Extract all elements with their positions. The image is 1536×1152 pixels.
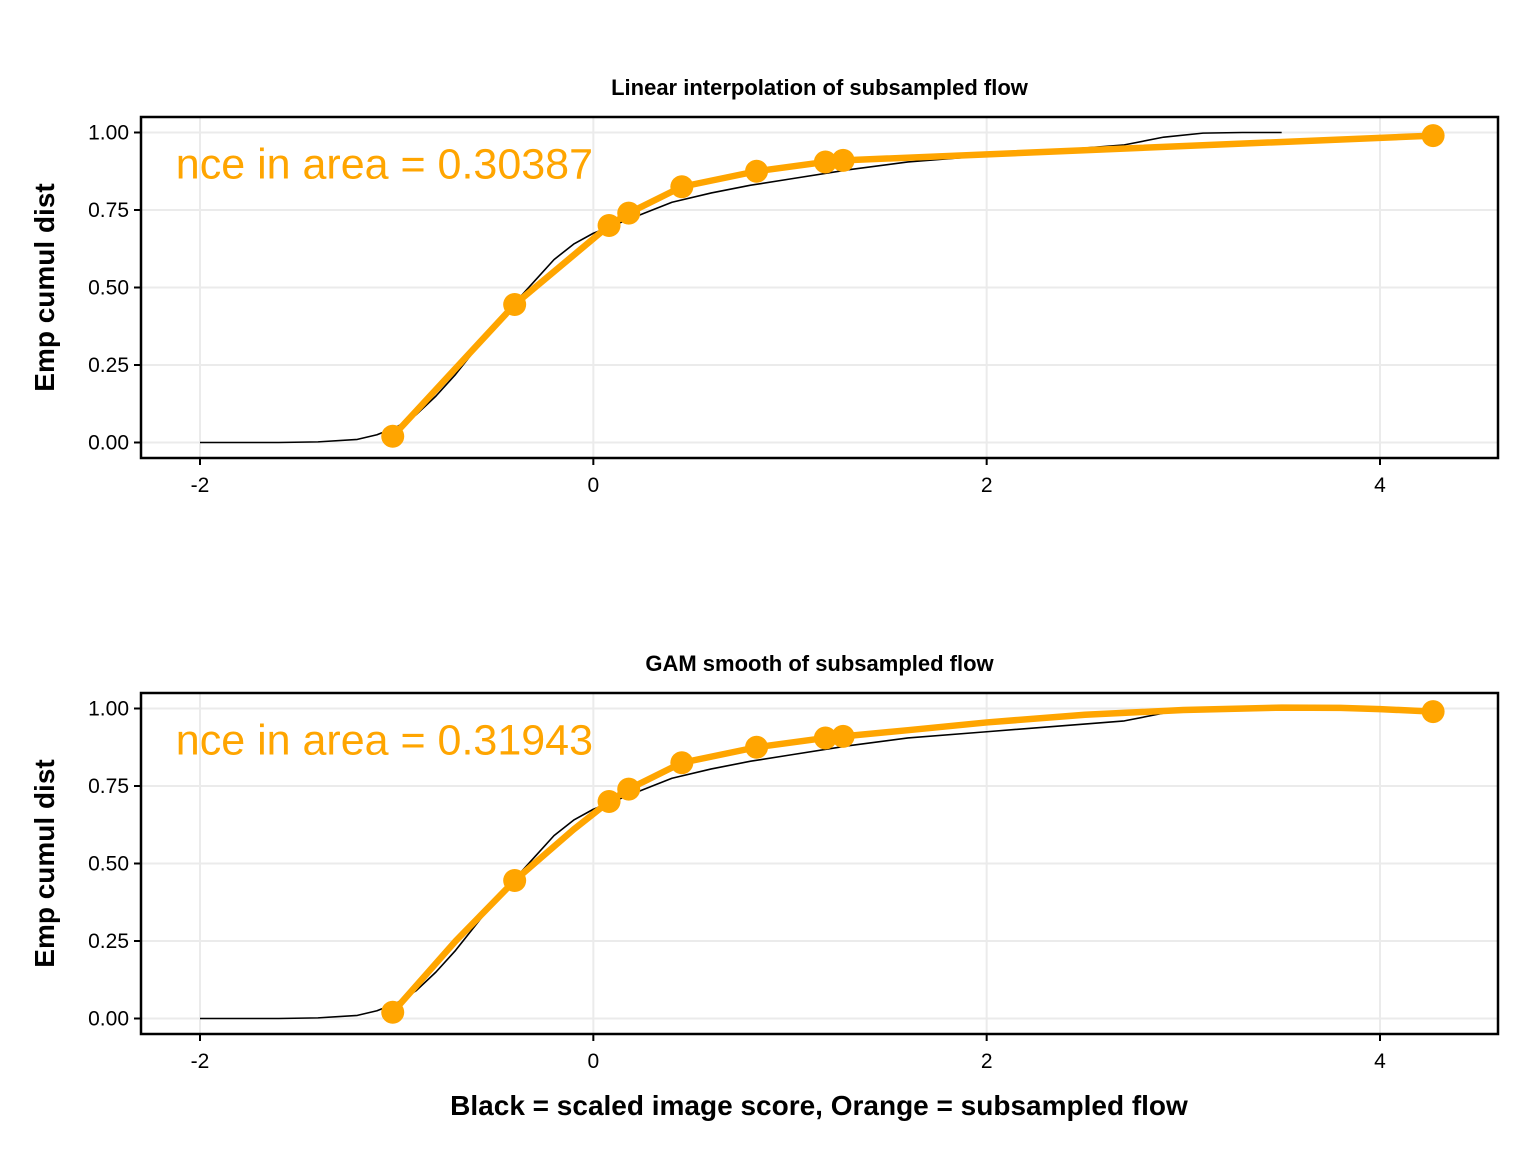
x-axis: -2 0 2 4 — [191, 458, 1386, 497]
panel-title: GAM smooth of subsampled flow — [645, 651, 994, 676]
panel-gam-smooth: nce in area = 0.31943 0.00 0.25 0.50 0.75 1.0… — [29, 651, 1500, 1073]
y-tick-label: 0.00 — [88, 432, 129, 455]
plot-area: nce in area = 0.30387 — [176, 124, 1445, 448]
flow-data-point — [670, 175, 694, 199]
flow-data-point — [745, 159, 769, 183]
gridlines — [141, 117, 1498, 458]
x-tick-label: 2 — [981, 474, 993, 497]
y-tick-label: 0.00 — [88, 1008, 129, 1031]
y-tick-label: 1.00 — [88, 122, 129, 145]
plot-area: nce in area = 0.31943 — [176, 700, 1445, 1024]
flow-data-point — [597, 214, 621, 237]
y-tick-label: 0.75 — [88, 199, 129, 222]
y-axis: 0.00 0.25 0.50 0.75 1.00 — [88, 698, 141, 1031]
flow-data-point — [1421, 124, 1445, 148]
flow-data-point — [381, 1000, 405, 1024]
y-axis: 0.00 0.25 0.50 0.75 1.00 — [88, 122, 141, 455]
x-tick-label: 4 — [1374, 474, 1386, 497]
x-axis: -2 0 2 4 — [191, 1034, 1386, 1073]
y-axis-label: Emp cumul dist — [29, 759, 60, 967]
flow-data-point — [1421, 700, 1445, 724]
flow-data-point — [597, 790, 621, 813]
flow-data-point — [617, 777, 641, 801]
y-tick-label: 0.25 — [88, 930, 129, 953]
flow-data-point — [813, 150, 837, 174]
area-difference-annotation: nce in area = 0.30387 — [176, 141, 593, 189]
y-tick-label: 0.50 — [88, 277, 129, 300]
y-tick-label: 0.75 — [88, 775, 129, 798]
x-tick-label: 0 — [587, 1050, 599, 1073]
x-axis-label: Black = scaled image score, Orange = sub… — [450, 1090, 1188, 1121]
flow-data-point — [503, 293, 527, 317]
panel-title: Linear interpolation of subsampled flow — [611, 75, 1029, 100]
panel-linear-interpolation: nce in area = 0.30387 0.00 0.25 0.50 0.75 1.0… — [29, 75, 1500, 497]
flow-data-point — [831, 148, 855, 172]
flow-data-point — [503, 869, 527, 893]
flow-data-point — [670, 751, 694, 775]
x-tick-label: 0 — [587, 474, 599, 497]
x-tick-label: -2 — [191, 474, 210, 497]
y-tick-label: 0.25 — [88, 354, 129, 377]
flow-data-point — [813, 726, 837, 750]
flow-data-point — [381, 424, 405, 448]
flow-data-point — [617, 201, 641, 225]
y-tick-label: 1.00 — [88, 698, 129, 721]
y-axis-label: Emp cumul dist — [29, 183, 60, 391]
area-difference-annotation: nce in area = 0.31943 — [176, 717, 593, 765]
flow-data-point — [745, 735, 769, 759]
x-tick-label: 2 — [981, 1050, 993, 1073]
flow-data-point — [831, 724, 855, 748]
x-tick-label: 4 — [1374, 1050, 1386, 1073]
y-tick-label: 0.50 — [88, 853, 129, 876]
gridlines — [141, 693, 1498, 1034]
x-tick-label: -2 — [191, 1050, 210, 1073]
